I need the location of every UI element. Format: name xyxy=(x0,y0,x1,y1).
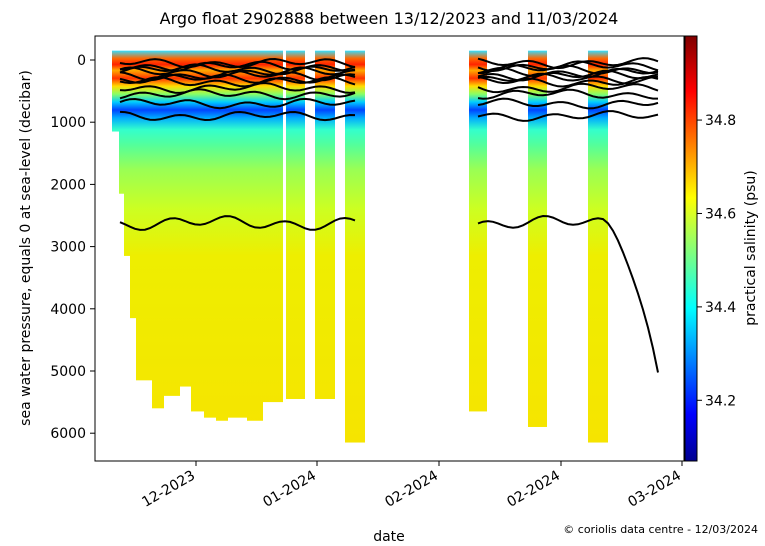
contour-line xyxy=(119,215,356,231)
isohaline-contours xyxy=(119,57,659,373)
colorbar-tick-label: 34.4 xyxy=(705,300,736,316)
contour-line xyxy=(119,81,356,94)
profile-column xyxy=(152,50,164,409)
profile-column xyxy=(136,50,152,381)
profile-column xyxy=(469,50,487,412)
profile-column xyxy=(528,50,547,427)
y-tick-label: 0 xyxy=(77,53,86,69)
y-tick-label: 5000 xyxy=(50,364,86,380)
contour-line xyxy=(119,110,356,122)
colorbar-tick-label: 34.8 xyxy=(705,113,736,129)
credit-text: © coriolis data centre - 12/03/2024 xyxy=(563,523,758,536)
contour-line xyxy=(477,97,659,110)
x-tick-label: 03-2024 xyxy=(625,468,684,511)
profile-column xyxy=(130,50,136,319)
contour-line xyxy=(477,110,659,122)
x-tick-label: 01-2024 xyxy=(260,468,319,511)
colorbar-label: practical salinity (psu) xyxy=(743,170,759,326)
x-axis-label: date xyxy=(373,529,405,545)
profile-column xyxy=(247,50,263,421)
profile-column xyxy=(112,50,119,132)
contour-line xyxy=(477,66,659,78)
profile-column xyxy=(204,50,216,418)
x-axis: 12-2023 01-2024 02-2024 02-2024 03-2024 xyxy=(139,461,684,511)
profile-column xyxy=(180,50,191,387)
y-tick-label: 3000 xyxy=(50,240,86,256)
colorbar xyxy=(684,35,698,462)
contour-line xyxy=(477,75,659,88)
profile-column xyxy=(588,50,608,443)
y-tick-label: 4000 xyxy=(50,302,86,318)
y-tick-label: 6000 xyxy=(50,426,86,442)
chart-title: Argo float 2902888 between 13/12/2023 an… xyxy=(160,9,619,28)
profile-column xyxy=(315,50,335,399)
profile-column xyxy=(263,50,283,403)
y-tick-label: 2000 xyxy=(50,177,86,193)
x-tick-label: 02-2024 xyxy=(382,468,441,511)
contour-line xyxy=(477,82,659,94)
profile-column xyxy=(216,50,228,421)
contour-line xyxy=(119,60,356,72)
contour-line xyxy=(477,64,659,75)
x-tick-label: 02-2024 xyxy=(504,468,563,511)
contour-line xyxy=(119,76,356,88)
colorbar-tick-label: 34.2 xyxy=(705,393,736,409)
y-tick-label: 1000 xyxy=(50,115,86,131)
contour-line xyxy=(119,88,356,101)
profile-column xyxy=(345,50,365,443)
contour-line xyxy=(477,60,659,73)
profile-columns xyxy=(112,50,608,443)
profile-column xyxy=(119,50,124,194)
y-axis: 0 1000 2000 3000 4000 5000 6000 xyxy=(50,53,95,442)
colorbar-tick-label: 34.6 xyxy=(705,206,736,222)
profile-column xyxy=(124,50,130,256)
contour-line xyxy=(477,214,659,373)
contour-line xyxy=(477,88,658,100)
contour-line xyxy=(477,69,659,82)
y-axis-label: sea water pressure, equals 0 at sea-leve… xyxy=(18,70,34,426)
colorbar-ticks: 34.2 34.4 34.6 34.8 xyxy=(697,113,736,409)
profile-column xyxy=(164,50,180,396)
contour-line xyxy=(477,72,659,85)
x-tick-label: 12-2023 xyxy=(139,468,198,511)
profile-column xyxy=(191,50,204,412)
contour-line xyxy=(119,97,356,110)
plot-frame xyxy=(94,35,685,462)
profile-column xyxy=(228,50,247,418)
